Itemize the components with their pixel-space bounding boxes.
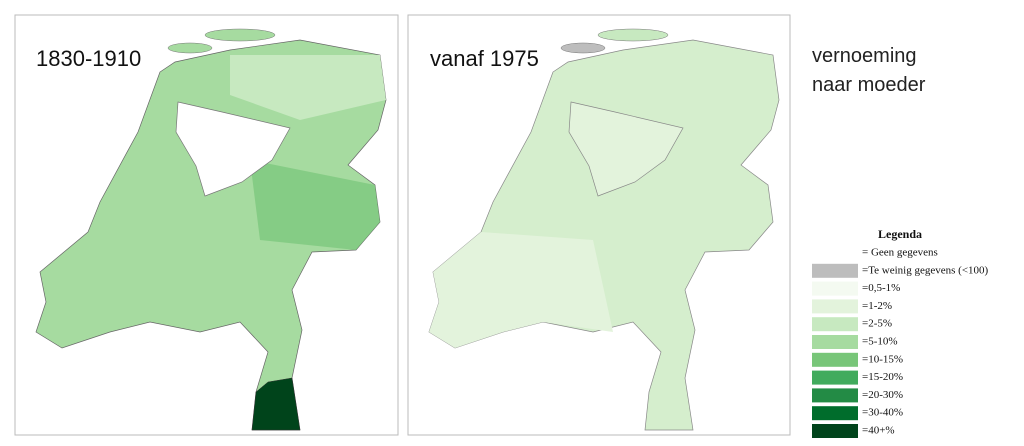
legend-label: =1-2% (862, 300, 892, 312)
legend-label: =2-5% (862, 318, 892, 330)
panel-frame (14, 14, 399, 436)
legend-label: =40+% (862, 425, 895, 437)
legend-label: =10-15% (862, 353, 903, 365)
legend-swatch (812, 352, 858, 367)
legend-swatch (812, 388, 858, 403)
map-left (35, 28, 387, 431)
legend-label: = Geen gegevens (862, 247, 938, 259)
legend-swatch (812, 299, 858, 314)
caption: vernoeming (812, 45, 917, 67)
legend-swatch (812, 317, 858, 332)
legend-label: =5-10% (862, 336, 898, 348)
legend-title: Legenda (878, 227, 922, 241)
map-right (428, 28, 780, 431)
legend-swatch (812, 246, 858, 260)
legend-label: =30-40% (862, 407, 903, 419)
caption: naar moeder (812, 74, 926, 96)
legend-swatch (812, 406, 858, 421)
legend-swatch (812, 263, 858, 278)
legend-label: =20-30% (862, 389, 903, 401)
panel-title: 1830-1910 (36, 46, 141, 71)
legend: = Geen gegevens =Te weinig gegevens (<100… (812, 246, 989, 438)
legend-label: =15-20% (862, 371, 903, 383)
legend-swatch (812, 424, 858, 438)
panel-frame (407, 14, 791, 436)
legend-swatch (812, 370, 858, 385)
panel-title: vanaf 1975 (430, 46, 539, 71)
legend-swatch (812, 335, 858, 349)
legend-swatch (812, 281, 858, 296)
legend-label: =0,5-1% (862, 282, 900, 294)
legend-label: =Te weinig gegevens (<100) (862, 264, 989, 276)
